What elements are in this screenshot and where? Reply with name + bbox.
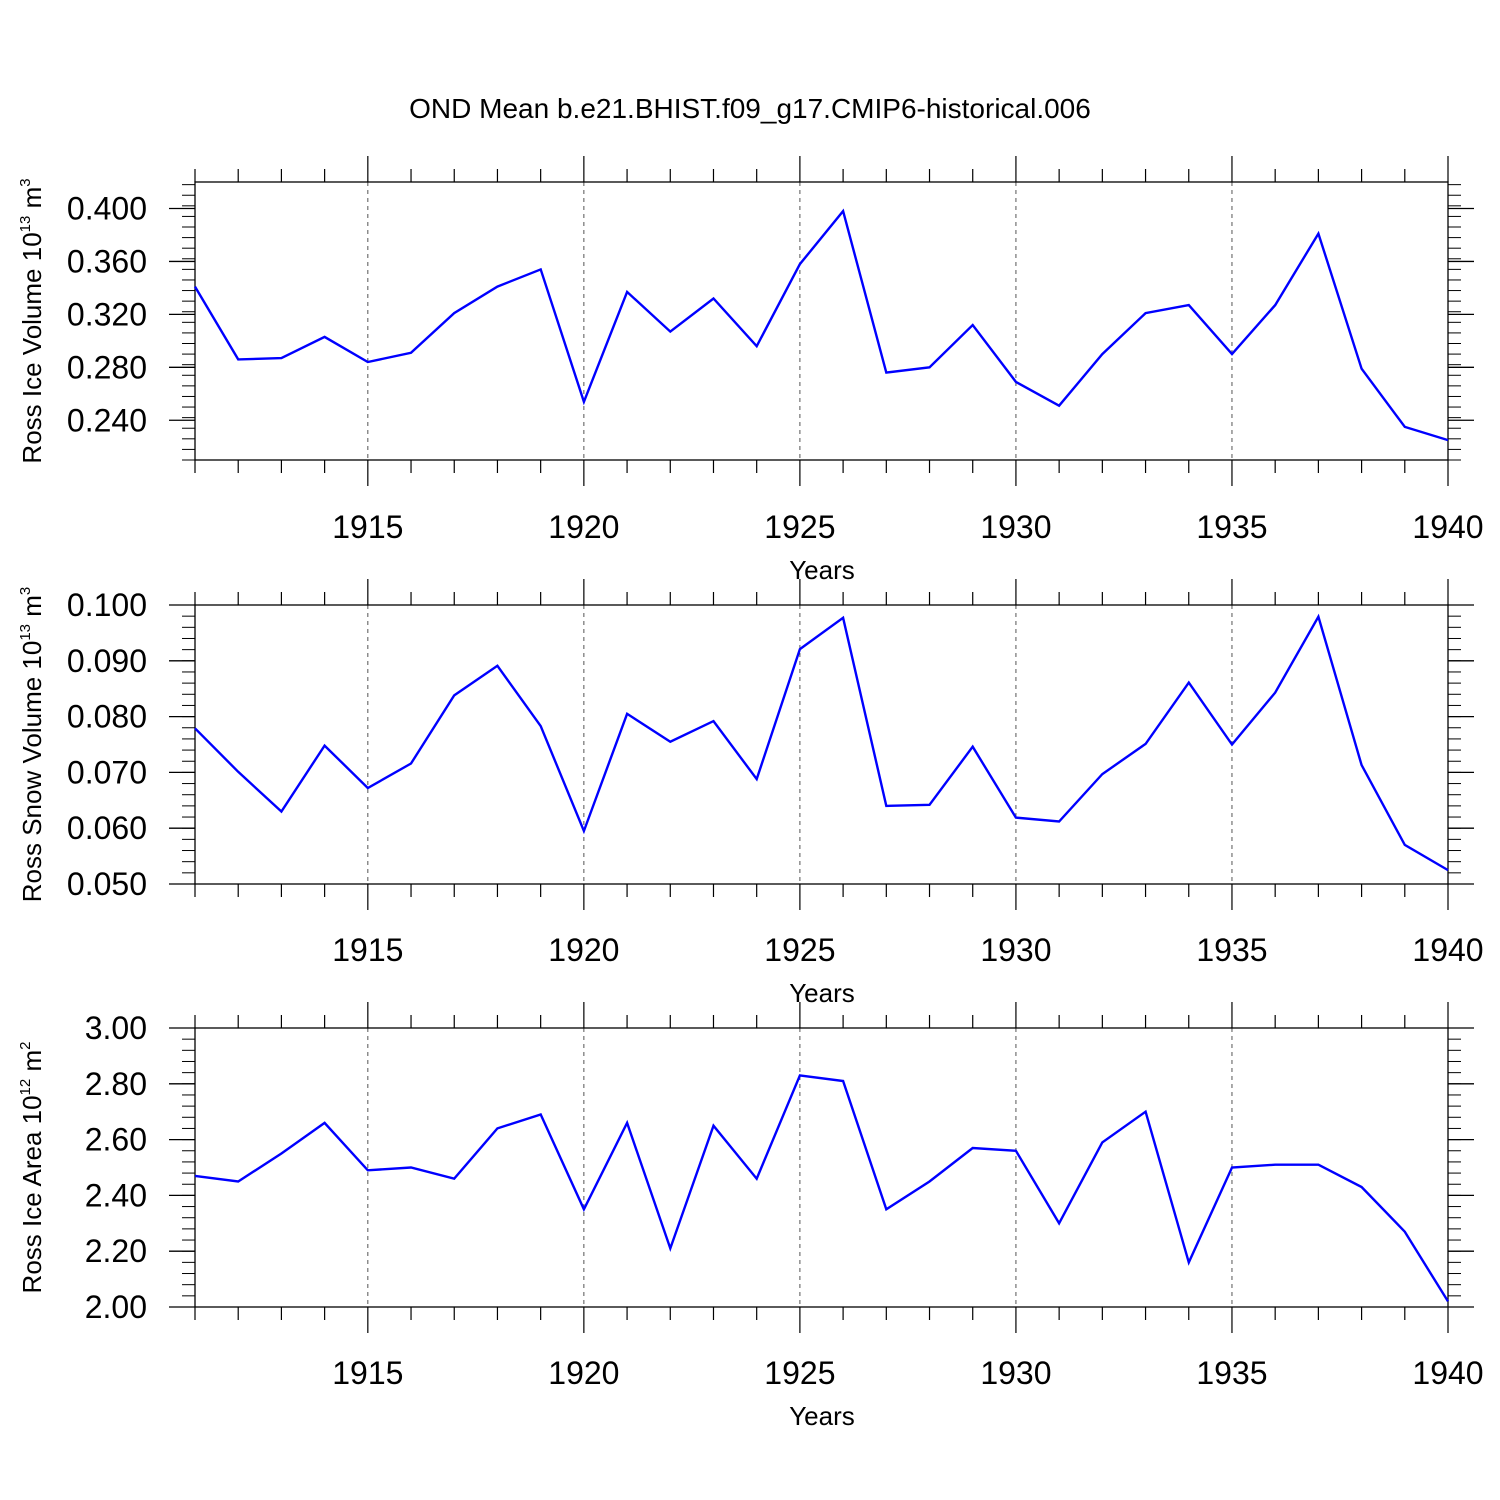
series-line: [193, 208, 1449, 442]
x-tick-label: 1925: [764, 1355, 835, 1391]
y-tick-label: 0.080: [67, 699, 147, 735]
y-tick-label: 2.00: [85, 1289, 147, 1325]
series-line: [194, 1074, 1450, 1303]
y-axis-label: Ross Ice Volume 1013 m3: [17, 178, 47, 463]
x-tick-label: 1940: [1412, 1355, 1483, 1391]
x-tick-label: 1935: [1196, 932, 1267, 968]
y-axis-label-text: Ross Ice Area 10: [17, 1095, 47, 1293]
y-tick-label: 0.050: [67, 866, 147, 902]
y-axis-label-exponent: 13: [17, 216, 34, 233]
x-tick-label: 1935: [1196, 509, 1267, 545]
x-tick-label: 1930: [980, 932, 1051, 968]
plot-frame: [194, 1027, 1449, 1308]
y-axis-label-text: Ross Ice Volume 10: [17, 232, 47, 463]
x-axis-label: Years: [789, 555, 855, 585]
x-tick-label: 1920: [548, 1355, 619, 1391]
y-axis-label-exponent: 13: [17, 624, 34, 641]
y-tick-label: 0.060: [67, 810, 147, 846]
x-tick-label: 1925: [764, 509, 835, 545]
plot-frame: [194, 604, 1449, 885]
panel-3: 2.00 2.20 2.40 2.60 2.80 3.00 1915 1920 1925 1930…: [17, 1002, 1484, 1431]
panels: 0.240 0.280 0.320 0.360 0.400 1915 1920 1925 193…: [17, 156, 1484, 1431]
x-tick-label: 1925: [764, 932, 835, 968]
x-tick-label: 1915: [332, 1355, 403, 1391]
x-axis-label: Years: [789, 1401, 855, 1431]
y-axis-label-unit: m: [17, 1050, 47, 1079]
y-tick-label: 2.40: [85, 1177, 147, 1213]
y-tick-label: 2.20: [85, 1233, 147, 1269]
x-tick-label: 1920: [548, 509, 619, 545]
y-axis-label-unit: m: [17, 187, 47, 216]
y-tick-label: 0.400: [67, 190, 147, 226]
panel-2: 0.050 0.060 0.070 0.080 0.090 0.100 1915 1920 19…: [17, 579, 1484, 1008]
x-tick-label: 1920: [548, 932, 619, 968]
y-tick-label: 0.360: [67, 243, 147, 279]
panel-1: 0.240 0.280 0.320 0.360 0.400 1915 1920 1925 193…: [17, 156, 1484, 585]
y-tick-label: 2.60: [85, 1122, 147, 1158]
x-tick-label: 1915: [332, 509, 403, 545]
x-axis-label: Years: [789, 978, 855, 1008]
y-tick-label: 0.240: [67, 402, 147, 438]
series-line: [194, 613, 1449, 872]
y-tick-label: 2.80: [85, 1066, 147, 1102]
y-tick-label: 0.090: [67, 643, 147, 679]
x-tick-label: 1940: [1412, 932, 1483, 968]
x-tick-label: 1930: [980, 1355, 1051, 1391]
y-axis-label-unit-exponent: 3: [17, 587, 34, 595]
y-axis-label: Ross Snow Volume 1013 m3: [17, 587, 47, 903]
y-axis-label-unit-exponent: 2: [17, 1042, 34, 1050]
y-tick-label: 0.070: [67, 754, 147, 790]
y-axis-label-text: Ross Snow Volume 10: [17, 641, 47, 903]
y-axis-label: Ross Ice Area 1012 m2: [17, 1042, 47, 1294]
y-tick-label: 0.100: [67, 587, 147, 623]
y-tick-label: 0.320: [67, 296, 147, 332]
y-axis-label-unit: m: [17, 595, 47, 624]
plot-frame: [194, 181, 1449, 461]
x-tick-label: 1915: [332, 932, 403, 968]
x-tick-label: 1940: [1412, 509, 1483, 545]
y-tick-label: 3.00: [85, 1010, 147, 1046]
x-tick-label: 1935: [1196, 1355, 1267, 1391]
x-tick-label: 1930: [980, 509, 1051, 545]
y-axis-label-unit-exponent: 3: [17, 178, 34, 186]
chart-title: OND Mean b.e21.BHIST.f09_g17.CMIP6-histo…: [409, 93, 1091, 124]
y-tick-label: 0.280: [67, 349, 147, 385]
y-axis-label-exponent: 12: [17, 1079, 34, 1096]
